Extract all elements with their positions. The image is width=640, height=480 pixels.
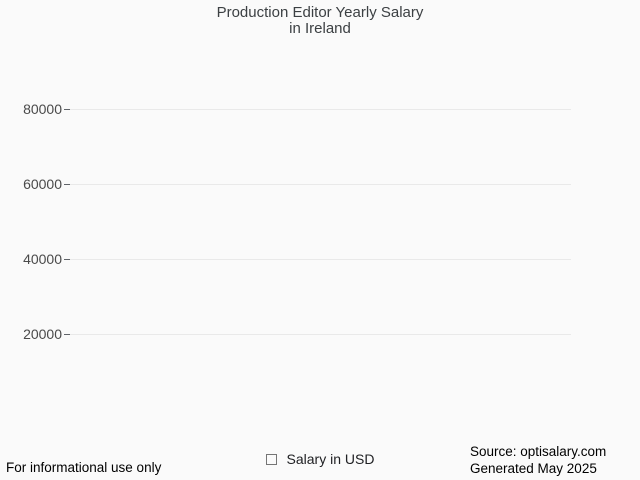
- generated-date: Generated May 2025: [470, 460, 597, 476]
- source-link[interactable]: Source: optisalary.com: [470, 444, 607, 459]
- y-axis-tick: [64, 109, 70, 111]
- y-axis-tick-label: 40000: [23, 251, 62, 268]
- gridline: [70, 259, 571, 261]
- disclaimer-note: For informational use only: [6, 460, 162, 475]
- chart-title: Production Editor Yearly Salary in Irela…: [0, 5, 640, 37]
- source-block: Source: optisalary.com Generated May 202…: [470, 444, 606, 477]
- y-axis-tick-label: 80000: [23, 101, 62, 118]
- chart-title-line-2: in Ireland: [289, 20, 351, 37]
- gridline: [70, 334, 571, 336]
- y-axis-tick: [64, 259, 70, 261]
- gridline: [70, 109, 571, 111]
- y-axis-tick-label: 20000: [23, 326, 62, 343]
- legend: Salary in USD: [0, 450, 640, 468]
- gridline: [70, 184, 571, 186]
- legend-swatch-icon: [265, 453, 277, 465]
- y-axis-tick-label: 60000: [23, 176, 62, 193]
- y-axis-tick: [64, 184, 70, 186]
- y-axis-tick: [64, 334, 70, 336]
- chart-title-line-1: Production Editor Yearly Salary: [216, 4, 424, 21]
- legend-label: Salary in USD: [286, 451, 375, 467]
